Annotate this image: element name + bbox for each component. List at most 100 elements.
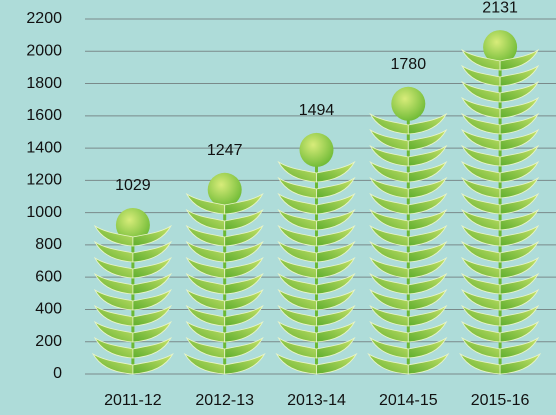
bud — [207, 172, 242, 207]
leaf — [277, 288, 317, 311]
leaf — [369, 304, 409, 327]
leaf — [499, 224, 540, 247]
leaf — [316, 256, 356, 279]
leaf — [316, 208, 356, 231]
leaf — [369, 176, 409, 199]
leaf — [499, 320, 540, 343]
leaf — [185, 336, 226, 359]
leaf — [93, 256, 134, 279]
leaf — [316, 320, 356, 343]
y-tick-label: 800 — [35, 236, 62, 253]
y-tick-label: 0 — [53, 365, 62, 382]
leaf — [499, 256, 540, 279]
y-tick-label: 1200 — [26, 172, 62, 189]
leaf — [369, 208, 409, 231]
leaf — [407, 224, 448, 247]
leaf — [93, 288, 134, 311]
leaf — [369, 224, 409, 247]
leaf — [316, 240, 356, 263]
bar — [367, 86, 450, 375]
leaf — [499, 96, 540, 119]
leaf — [369, 288, 409, 311]
leaf — [499, 272, 540, 295]
leaf — [369, 160, 409, 183]
leaf — [224, 288, 264, 311]
leaf — [277, 336, 317, 359]
leaf — [369, 192, 409, 215]
leaf — [132, 272, 172, 295]
leaf — [461, 304, 501, 327]
y-tick-label: 1600 — [26, 107, 62, 124]
leaf — [407, 112, 448, 135]
leaf — [407, 288, 448, 311]
leaf — [461, 176, 501, 199]
leaf — [93, 336, 134, 359]
leaf — [407, 304, 448, 327]
leaf — [185, 224, 226, 247]
value-label: 1780 — [391, 56, 427, 73]
leaf — [224, 336, 264, 359]
leaf — [224, 320, 264, 343]
leaf — [224, 272, 264, 295]
leaf — [461, 144, 501, 167]
leaf — [499, 352, 542, 375]
leaf — [185, 192, 226, 215]
leaf — [93, 224, 134, 247]
leaf — [499, 128, 540, 151]
leaf — [461, 336, 501, 359]
x-tick-label: 2014-15 — [379, 392, 438, 409]
leaf — [224, 208, 264, 231]
leaf — [369, 336, 409, 359]
leaf — [461, 112, 501, 135]
leaf — [132, 304, 172, 327]
leaf — [132, 352, 174, 375]
leaf — [132, 336, 172, 359]
leaf — [224, 256, 264, 279]
bar — [183, 172, 266, 375]
leaf — [369, 272, 409, 295]
leaf — [316, 336, 356, 359]
leaf — [499, 176, 540, 199]
leaf — [407, 192, 448, 215]
leaf — [369, 112, 409, 135]
leaf — [185, 272, 226, 295]
leaf — [461, 272, 501, 295]
leaf — [461, 240, 501, 263]
leaf — [407, 208, 448, 231]
leaf — [499, 112, 540, 135]
leaf — [369, 320, 409, 343]
y-tick-label: 600 — [35, 268, 62, 285]
leaf — [185, 256, 226, 279]
y-tick-label: 2200 — [26, 10, 62, 27]
y-tick-label: 1000 — [26, 204, 62, 221]
leaf — [461, 96, 501, 119]
leaf — [369, 256, 409, 279]
leaf — [499, 240, 540, 263]
leaf — [407, 256, 448, 279]
leaf — [277, 240, 317, 263]
value-label: 1029 — [115, 177, 151, 194]
leaf — [185, 208, 226, 231]
leaf — [461, 64, 501, 87]
leaf — [185, 240, 226, 263]
leaf — [185, 304, 226, 327]
leaf — [407, 144, 448, 167]
leaf — [224, 192, 264, 215]
leaf — [277, 304, 317, 327]
leaf — [461, 80, 501, 103]
y-tick-label: 200 — [35, 333, 62, 350]
leaf — [499, 48, 540, 71]
leaf — [224, 224, 264, 247]
leaf — [461, 256, 501, 279]
leaf — [93, 320, 134, 343]
leaf — [277, 256, 317, 279]
value-label: 2131 — [482, 0, 518, 16]
y-tick-label: 1800 — [26, 75, 62, 92]
leaf — [407, 176, 448, 199]
leaf — [277, 176, 317, 199]
leaf — [407, 160, 448, 183]
leaf — [224, 240, 264, 263]
x-tick-label: 2013-14 — [287, 392, 346, 409]
leaf — [461, 208, 501, 231]
y-tick-label: 2000 — [26, 42, 62, 59]
